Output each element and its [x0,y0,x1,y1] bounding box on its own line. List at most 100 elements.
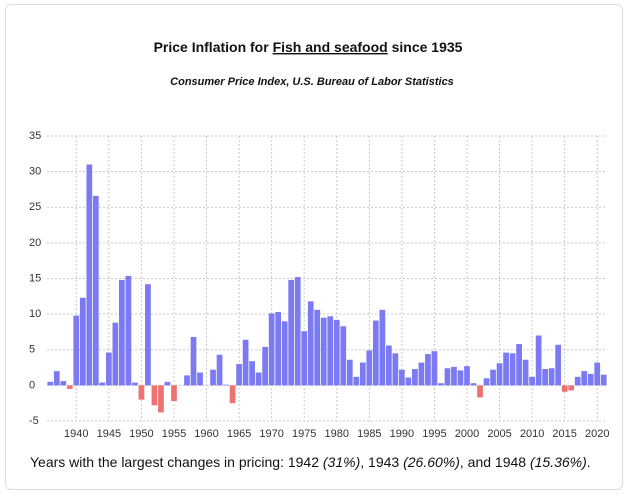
bar [288,279,295,386]
y-tick-label: 0 [29,379,35,391]
bar [353,376,360,386]
title-text: Price Inflation for [154,39,270,55]
bar [366,350,373,386]
caption-text: , 1943 [360,454,404,470]
bar [301,331,308,386]
bar [405,377,412,386]
bar [294,277,301,386]
bar [229,385,236,404]
bar [516,344,522,386]
bar [600,374,607,386]
bar [477,385,483,398]
title-text: since 1935 [392,39,463,55]
bar [210,369,216,386]
x-tick-label: 2010 [520,428,544,440]
bar [574,376,581,386]
x-tick-label: 1995 [422,428,446,440]
caption-text: , and 1948 [459,454,530,470]
x-tick-label: 1940 [64,428,88,440]
bar [53,371,60,386]
x-tick-label: 2000 [455,428,479,440]
bar [307,301,314,386]
bar [138,385,145,400]
x-tick-label: 1980 [325,428,349,440]
bar [112,322,119,386]
bar [197,372,203,386]
bar [171,385,177,402]
caption-text: . [586,454,591,470]
bar [92,195,99,386]
bar [346,359,353,386]
bar [372,320,379,386]
bar [132,382,138,386]
y-tick-label: 10 [29,308,41,320]
x-tick-label: 1955 [162,428,186,440]
bar [119,279,125,386]
caption-value: (26.60%) [403,454,460,470]
bar [418,362,425,386]
bar [529,376,535,386]
bar [496,363,503,386]
x-tick-label: 1990 [390,428,414,440]
bar [594,362,601,386]
bar [105,352,112,386]
bar [125,275,132,386]
y-tick-label: 35 [29,130,41,142]
bar [503,352,509,386]
x-tick-label: 2020 [585,428,609,440]
bar [470,383,477,386]
bar [320,317,327,386]
x-tick-label: 1965 [227,428,251,440]
bar [438,383,444,386]
bar [47,381,54,386]
y-tick-label: 5 [29,344,35,356]
caption-value: (31%) [322,454,361,470]
bar [223,384,229,386]
bar [73,315,80,386]
bar [99,382,106,386]
x-tick-label: 1950 [129,428,153,440]
bar [359,362,366,386]
bar [333,319,340,386]
x-tick-label: 1985 [357,428,381,440]
bar [86,164,93,386]
x-tick-label: 1970 [259,428,283,440]
bar [561,385,568,392]
bar [490,369,496,386]
bar [509,353,516,386]
chart-subtitle: Consumer Price Index, U.S. Bureau of Lab… [170,76,454,88]
bar [262,346,269,386]
chart-title: Price Inflation for Fish and seafood sin… [154,39,463,55]
bar [568,385,575,391]
bar [184,375,190,386]
y-tick-label: 25 [29,201,41,213]
bar [66,385,73,389]
title-link[interactable]: Fish and seafood [273,39,388,55]
bar [216,354,223,386]
bar [314,309,321,386]
bar [236,364,242,386]
bar [275,311,282,386]
bar [190,336,197,386]
caption: Years with the largest changes in pricin… [30,454,591,470]
x-tick-label: 2015 [552,428,576,440]
bar [392,353,399,386]
bar [548,368,555,386]
bar [151,385,158,406]
x-tick-label: 1960 [194,428,218,440]
y-tick-label: -5 [29,415,39,427]
bar [281,321,288,386]
bar [145,284,151,386]
bar [399,369,405,386]
y-tick-label: 30 [29,166,41,178]
bar [158,385,164,413]
bar [542,368,549,386]
bar [483,378,490,386]
bar [164,381,171,386]
y-tick-label: 15 [29,272,41,284]
bar [581,371,588,386]
bar [412,368,418,386]
bar [255,372,262,386]
